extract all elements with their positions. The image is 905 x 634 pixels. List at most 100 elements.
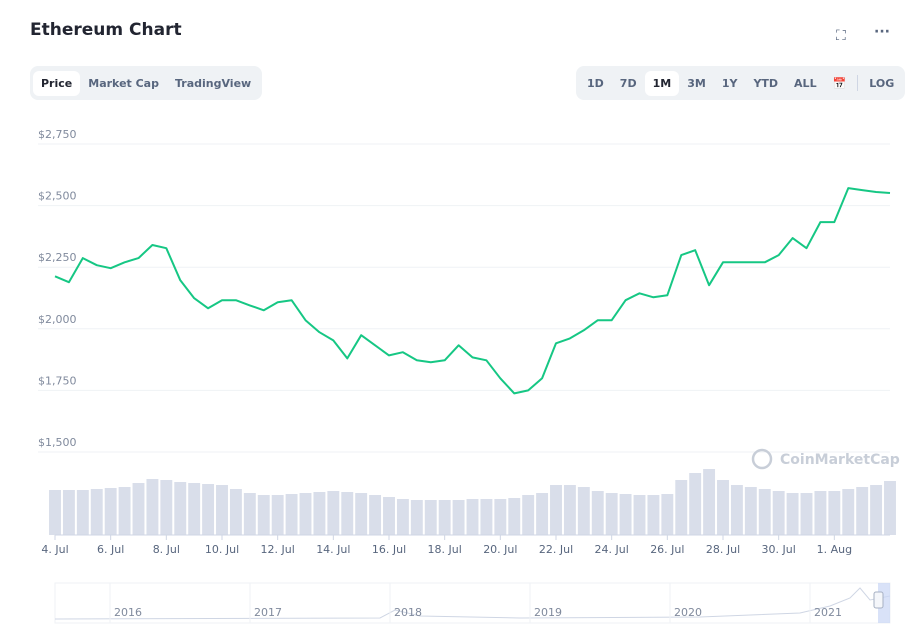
- volume-bar: [758, 489, 771, 535]
- volume-bar: [160, 480, 173, 535]
- volume-bar: [104, 488, 117, 535]
- volume-bar: [870, 485, 883, 535]
- volume-bar: [229, 489, 242, 535]
- volume-bar: [341, 492, 354, 535]
- volume-bar: [814, 491, 827, 535]
- range-button[interactable]: 1D: [587, 76, 604, 90]
- range-button[interactable]: 1Y: [721, 76, 738, 90]
- volume-bar: [703, 469, 716, 535]
- chart-title: Ethereum Chart: [30, 20, 182, 40]
- volume-bar: [90, 489, 103, 535]
- volume-bar: [132, 483, 145, 535]
- volume-bar: [452, 500, 465, 535]
- navigator-label: 2017: [254, 606, 282, 619]
- x-tick-label: 28. Jul: [706, 543, 740, 556]
- tab-button[interactable]: Price: [33, 70, 81, 96]
- x-tick-label: 30. Jul: [762, 543, 796, 556]
- volume-bar: [146, 479, 159, 535]
- volume-bar: [174, 482, 187, 535]
- volume-bar: [856, 487, 869, 535]
- volume-bar: [76, 490, 89, 535]
- range-button[interactable]: YTD: [753, 76, 779, 90]
- tab-button[interactable]: TradingView: [174, 76, 252, 90]
- navigator: [54, 582, 891, 624]
- volume-bar: [633, 495, 646, 535]
- volume-bar: [118, 487, 131, 535]
- volume-bar: [49, 490, 61, 535]
- volume-bar: [383, 497, 395, 535]
- volume-bar: [508, 498, 521, 535]
- volume-bar: [591, 491, 604, 535]
- navigator-label: 2016: [114, 606, 142, 619]
- volume-bar: [563, 485, 576, 535]
- volume-bar: [536, 493, 549, 535]
- volume-bar: [257, 495, 270, 535]
- range-button[interactable]: 3M: [687, 76, 706, 90]
- volume-bar: [62, 490, 75, 535]
- x-tick-label: 6. Jul: [97, 543, 124, 556]
- navigator-label: 2020: [674, 606, 702, 619]
- volume-bar: [466, 499, 479, 535]
- volume-bar: [410, 500, 423, 535]
- volume-bar: [828, 491, 841, 535]
- price-line: [54, 187, 891, 395]
- watermark-logo: [751, 448, 773, 470]
- x-tick-label: 14. Jul: [316, 543, 350, 556]
- volume-bar: [369, 495, 382, 535]
- separator: [857, 75, 859, 91]
- y-tick-label: $1,750: [38, 374, 77, 387]
- volume-bar: [522, 495, 535, 535]
- y-tick-label: $2,250: [38, 251, 77, 264]
- x-tick-label: 24. Jul: [595, 543, 629, 556]
- range-button[interactable]: ALL: [794, 76, 817, 90]
- navigator-handle[interactable]: [873, 591, 884, 609]
- volume-bar: [216, 485, 228, 535]
- x-tick-label: 18. Jul: [428, 543, 462, 556]
- volume-bar: [842, 489, 855, 535]
- volume-bar: [619, 494, 632, 535]
- volume-bar: [675, 480, 688, 535]
- fullscreen-icon[interactable]: ⛶: [836, 28, 846, 44]
- navigator-label: 2021: [814, 606, 842, 619]
- navigator-label: 2018: [394, 606, 422, 619]
- volume-bar: [327, 491, 340, 535]
- volume-bar: [744, 487, 757, 535]
- x-tick-label: 10. Jul: [205, 543, 239, 556]
- volume-bar: [243, 493, 256, 535]
- y-tick-label: $2,000: [38, 313, 77, 326]
- volume-bar: [313, 492, 326, 535]
- x-tick-label: 12. Jul: [261, 543, 295, 556]
- volume-bar: [577, 487, 590, 535]
- volume-bar: [717, 480, 729, 535]
- volume-bar: [285, 494, 298, 535]
- range-button[interactable]: 1M: [644, 70, 680, 96]
- log-button[interactable]: LOG: [869, 76, 895, 90]
- x-tick-label: 20. Jul: [483, 543, 517, 556]
- volume-bar: [494, 499, 507, 535]
- volume-bar: [800, 493, 813, 535]
- tab-button[interactable]: Market Cap: [88, 76, 159, 90]
- volume-bar: [299, 493, 312, 535]
- volume-bar: [271, 495, 284, 535]
- volume-bar: [438, 500, 451, 535]
- calendar-button[interactable]: 📅: [832, 76, 847, 90]
- volume-bar: [786, 493, 799, 535]
- volume-bar: [202, 484, 215, 535]
- volume-bar: [647, 495, 660, 535]
- volume-bar: [396, 499, 409, 535]
- range-button[interactable]: 7D: [619, 76, 637, 90]
- more-icon[interactable]: ···: [874, 24, 890, 40]
- range-group: 1D 7D 1M 3M 1Y YTD ALL 📅 LOG: [576, 66, 905, 100]
- x-tick-label: 4. Jul: [41, 543, 68, 556]
- watermark: CoinMarketCap: [780, 452, 900, 468]
- volume-bar: [661, 494, 674, 535]
- volume-bar: [884, 481, 896, 535]
- volume-bar: [188, 483, 201, 535]
- navigator-label: 2019: [534, 606, 562, 619]
- volume-bar: [689, 473, 702, 535]
- tab-group: Price Market Cap TradingView: [30, 66, 263, 100]
- volume-bar: [424, 500, 437, 535]
- volume-bar: [480, 499, 493, 535]
